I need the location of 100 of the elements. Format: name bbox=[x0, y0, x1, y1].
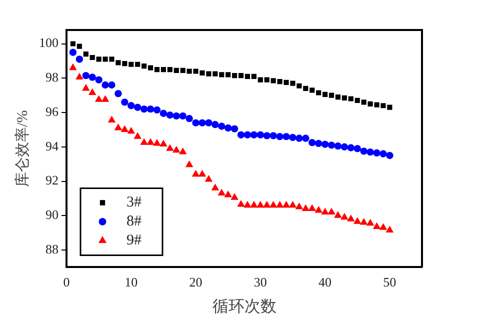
y-tick-label: 96 bbox=[46, 104, 59, 119]
point bbox=[386, 226, 394, 232]
point bbox=[308, 204, 316, 212]
point bbox=[198, 170, 206, 177]
point bbox=[192, 119, 200, 126]
point bbox=[193, 68, 198, 74]
point bbox=[277, 79, 282, 84]
point bbox=[250, 200, 258, 208]
point bbox=[321, 208, 329, 214]
point bbox=[160, 110, 168, 117]
x-tick-label: 30 bbox=[254, 274, 267, 290]
point bbox=[230, 193, 238, 200]
point bbox=[102, 81, 109, 89]
point bbox=[122, 60, 128, 66]
point bbox=[219, 72, 224, 78]
point bbox=[342, 95, 347, 100]
point bbox=[334, 211, 342, 218]
point bbox=[354, 145, 361, 152]
x-tick-label: 10 bbox=[124, 274, 138, 290]
y-tick-label: 94 bbox=[46, 138, 59, 154]
point bbox=[316, 90, 322, 96]
point bbox=[303, 86, 308, 91]
point bbox=[167, 66, 172, 72]
point bbox=[276, 200, 284, 208]
point bbox=[386, 152, 394, 160]
point bbox=[154, 66, 160, 72]
point bbox=[230, 125, 238, 132]
point bbox=[302, 204, 310, 212]
point bbox=[108, 116, 116, 122]
point bbox=[179, 112, 186, 120]
point bbox=[128, 62, 134, 67]
point bbox=[387, 104, 392, 110]
point bbox=[282, 200, 290, 208]
point bbox=[270, 132, 277, 140]
point bbox=[76, 72, 84, 80]
point bbox=[174, 68, 179, 73]
point bbox=[102, 56, 108, 62]
point bbox=[146, 138, 154, 145]
point bbox=[76, 44, 82, 49]
legend-label: 8# bbox=[126, 214, 142, 230]
point bbox=[186, 114, 193, 122]
point bbox=[276, 132, 284, 140]
point bbox=[76, 56, 84, 63]
point bbox=[380, 103, 386, 108]
point bbox=[146, 105, 154, 113]
point bbox=[94, 95, 103, 102]
point bbox=[244, 200, 252, 208]
point bbox=[82, 72, 90, 80]
point bbox=[372, 222, 381, 230]
y-tick-label: 90 bbox=[46, 207, 58, 222]
point bbox=[264, 77, 270, 82]
point bbox=[250, 131, 258, 138]
point bbox=[348, 96, 354, 102]
point bbox=[237, 131, 245, 138]
point bbox=[127, 126, 136, 134]
point bbox=[353, 217, 362, 224]
point bbox=[366, 218, 374, 226]
point bbox=[198, 119, 206, 126]
point bbox=[314, 206, 322, 213]
legend-label: 3# bbox=[126, 194, 142, 211]
point bbox=[153, 106, 161, 114]
point bbox=[334, 142, 342, 150]
point bbox=[160, 140, 168, 147]
point bbox=[120, 125, 129, 132]
point bbox=[321, 140, 329, 148]
point bbox=[212, 120, 219, 128]
point bbox=[366, 148, 374, 156]
point bbox=[256, 200, 264, 208]
point bbox=[224, 124, 232, 132]
point bbox=[69, 48, 77, 56]
point bbox=[379, 223, 388, 230]
point bbox=[218, 188, 226, 196]
x-tick-label: 40 bbox=[318, 274, 332, 290]
point bbox=[166, 144, 174, 151]
y-tick-label: 88 bbox=[46, 241, 58, 256]
point bbox=[88, 88, 96, 95]
point bbox=[116, 60, 121, 66]
point bbox=[340, 212, 348, 220]
point bbox=[270, 78, 276, 84]
legend-label: 9# bbox=[126, 232, 142, 249]
point bbox=[166, 111, 174, 119]
point bbox=[289, 134, 296, 142]
point bbox=[101, 95, 110, 102]
point bbox=[200, 70, 205, 76]
point bbox=[360, 218, 368, 225]
point bbox=[90, 54, 95, 60]
point bbox=[114, 123, 122, 130]
x-tick-label: 0 bbox=[63, 274, 70, 290]
point bbox=[237, 200, 245, 207]
x-axis-title: 循环次数 bbox=[212, 298, 276, 316]
point bbox=[244, 74, 250, 79]
point bbox=[83, 52, 88, 57]
point bbox=[82, 84, 90, 91]
point bbox=[140, 138, 148, 145]
y-tick-label: 100 bbox=[39, 35, 58, 50]
point bbox=[354, 98, 360, 104]
point bbox=[374, 102, 380, 108]
point bbox=[269, 200, 278, 208]
point bbox=[380, 150, 387, 158]
point bbox=[263, 132, 270, 140]
